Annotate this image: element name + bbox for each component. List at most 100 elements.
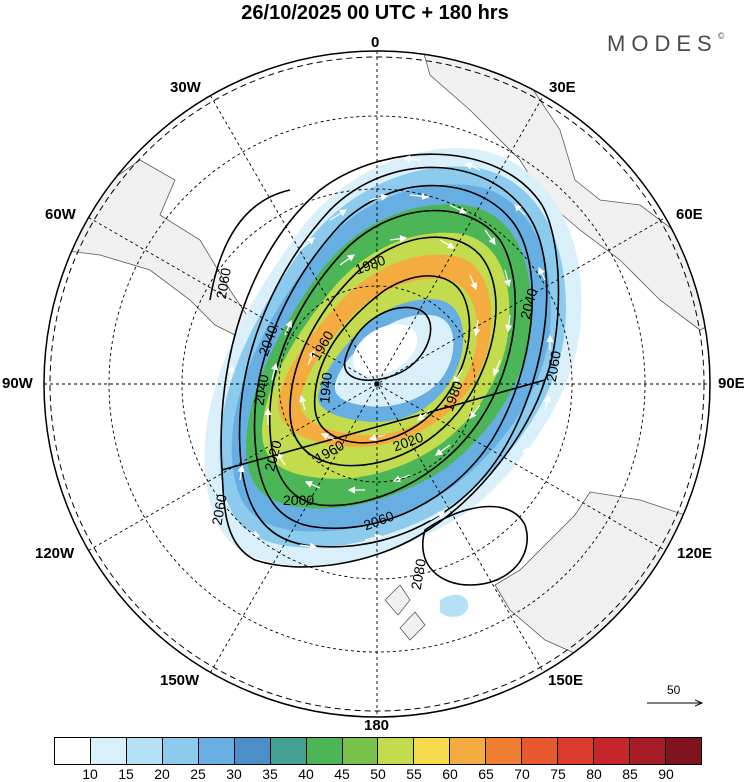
wind-arrow [244,529,261,537]
color-swatch [55,738,91,764]
wind-arrow [369,193,389,201]
lon-label-180: 180 [364,717,390,734]
brand-logo: MODES© [607,31,724,57]
australia-land [494,491,710,671]
contour-1940 [343,306,432,381]
wind-arrow [284,319,292,336]
map-boundary [43,50,711,718]
south-america-land [44,159,251,336]
color-tick-label: 80 [586,766,602,782]
wind-arrow [227,364,235,381]
color-tick-label: 40 [298,766,314,782]
lon-label-120w: 120W [35,545,75,562]
color-tick-label: 65 [478,766,494,782]
color-tick-label: 50 [370,766,386,782]
copyright-mark: © [717,30,725,41]
color-tick-label: 85 [622,766,638,782]
color-swatch [162,738,199,764]
lon-label-0: 0 [371,34,380,51]
wind-arrow [304,481,321,489]
wind-arrow [364,533,383,541]
wind-arrow [329,209,348,221]
wind-arrow [276,452,286,466]
wind-arrow [439,239,456,249]
contour-1960 [313,275,471,444]
lon-label-90e: 90E [718,375,745,392]
contour-2000 [268,209,517,507]
wind-arrow [505,314,513,333]
color-swatch [378,738,415,764]
wind-arrow [299,542,318,550]
africa-land [419,51,710,331]
wind-arrow [299,394,307,411]
wind-arrow [555,419,563,434]
color-swatch [90,738,127,764]
color-swatch [665,738,701,764]
color-tick-label: 35 [262,766,278,782]
lon-label-30e: 30E [549,79,576,96]
wind-arrow [417,409,431,421]
wind-arrow [389,235,408,243]
color-tick-label: 25 [190,766,206,782]
reference-vector-value: 50 [667,683,681,697]
color-swatch [522,738,559,764]
color-swatch [450,738,487,764]
contour-label-2060: 2060 [543,349,564,383]
lon-label-60w: 60W [45,206,76,223]
fill-patch-south [440,594,469,617]
wind-arrow [473,319,481,337]
new-zealand-land [384,584,426,641]
contour-label-2020: 2020 [261,438,285,472]
wind-arrow [409,192,430,200]
wind-arrow [320,433,336,441]
contour-label-2060: 2060 [209,493,230,527]
wind-arrow [538,266,546,281]
wind-arrow [339,254,355,266]
color-swatch [234,738,271,764]
wind-arrow [514,204,526,216]
color-tick-label: 10 [82,766,98,782]
wind-arrow [504,269,512,288]
color-tick-label: 55 [406,766,422,782]
contour-label-2000: 2000 [283,492,314,508]
color-scale-ticks: 10 15 20 25 30 35 40 45 50 55 60 65 70 75 80 85 90 [54,764,702,782]
color-tick-label: 75 [550,766,566,782]
fill-center-white [352,324,418,376]
wind-vectors [227,155,563,550]
color-swatch [306,738,343,764]
wind-arrow [469,404,481,419]
color-swatch [558,738,595,764]
map-title: 26/10/2025 00 UTC + 180 hrs [241,2,509,24]
wind-arrow [464,163,481,171]
color-tick-label: 45 [334,766,350,782]
color-swatch [486,738,523,764]
color-swatch [198,738,235,764]
wind-arrow [543,394,551,411]
map-boundary-dashed [49,56,705,712]
color-scale-bar [54,737,702,765]
wind-arrow [519,499,531,511]
wind-arrow [435,444,451,456]
contour-label-1940: 1940 [316,371,335,404]
wind-arrow [453,369,463,385]
wind-arrow [307,349,315,366]
wind-arrow [492,359,501,377]
color-swatch [594,738,630,764]
color-tick-label: 15 [118,766,134,782]
wind-arrow [484,229,496,245]
color-tick-label: 60 [442,766,458,782]
color-swatch [270,738,307,764]
color-swatch [630,738,666,764]
contour-label-2040: 2040 [517,286,541,320]
wind-arrow [469,274,477,291]
contour-label-2060: 2060 [213,266,234,300]
lon-label-120e: 120E [677,545,713,562]
color-tick-label: 20 [154,766,170,782]
lon-label-90w: 90W [2,375,33,392]
lon-label-30w: 30W [170,79,201,96]
wind-arrow [519,447,529,461]
color-tick-label: 30 [226,766,242,782]
lon-label-150w: 150W [160,672,200,689]
lon-label-60e: 60E [676,206,703,223]
wind-arrow [299,237,315,251]
